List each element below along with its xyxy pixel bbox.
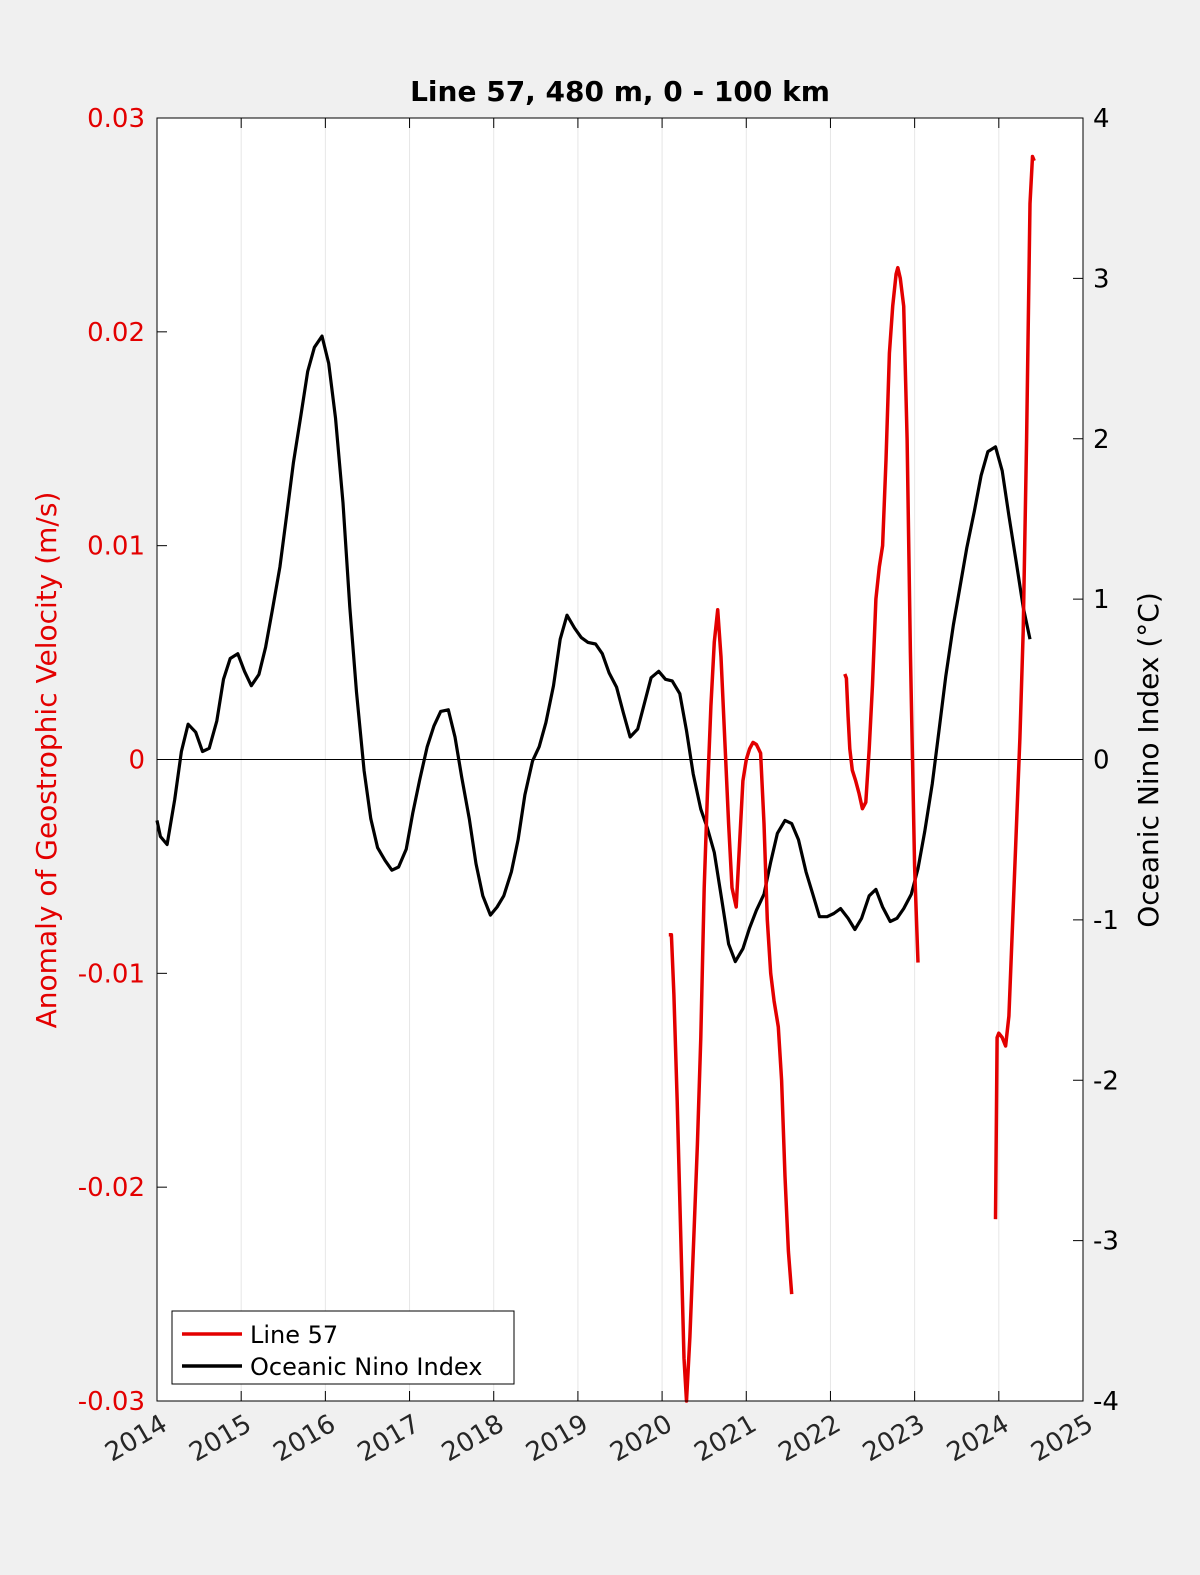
legend-oni-label: Oceanic Nino Index: [250, 1353, 482, 1381]
legend-line57-label: Line 57: [250, 1321, 338, 1349]
x-tick-label: 2025: [1026, 1409, 1098, 1468]
y-right-tick-label: -1: [1093, 906, 1119, 936]
legend-box: [171, 1310, 515, 1385]
x-tick-label: 2017: [353, 1409, 425, 1468]
x-tick-label: 2015: [184, 1409, 256, 1468]
legend: Line 57 Oceanic Nino Index: [171, 1310, 515, 1385]
x-tick-label: 2018: [437, 1409, 509, 1468]
series-layer: [155, 154, 1036, 1403]
x-tick-label: 2020: [605, 1409, 677, 1468]
y-right-tick-label: -4: [1093, 1387, 1119, 1417]
y-right-tick-label: 2: [1093, 425, 1110, 455]
y-left-tick-label: -0.03: [78, 1387, 145, 1417]
series-line-oceanic-nino-index: [155, 334, 1032, 964]
x-tick-label: 2019: [521, 1409, 593, 1468]
y-left-tick-label: -0.02: [78, 1173, 145, 1203]
x-tick-label: 2024: [942, 1409, 1014, 1468]
series-line-line57-segment-2: [843, 265, 920, 963]
y-right-tick-label: 1: [1093, 585, 1110, 615]
x-tick-label: 2016: [269, 1409, 341, 1468]
y-right-tick-label: 4: [1093, 104, 1110, 134]
x-tick-label: 2022: [774, 1409, 846, 1468]
x-tick-label: 2014: [100, 1409, 172, 1468]
left-y-axis-label: Anomaly of Geostrophic Velocity (m/s): [30, 492, 63, 1029]
chart-title: Line 57, 480 m, 0 - 100 km: [410, 75, 830, 108]
x-tick-label: 2021: [689, 1409, 761, 1468]
left-y-axis: -0.03 -0.02 -0.01 0 0.01 0.02 0.03: [78, 104, 167, 1417]
y-right-tick-label: 0: [1093, 746, 1110, 776]
y-left-tick-label: -0.01: [78, 959, 145, 989]
x-tick-label: 2023: [858, 1409, 930, 1468]
series-line-line57-segment-3: [993, 154, 1036, 1220]
right-y-axis: -4 -3 -2 -1 0 1 2 3 4: [1073, 104, 1119, 1417]
y-left-tick-label: 0: [128, 746, 145, 776]
y-right-tick-label: -3: [1093, 1227, 1119, 1257]
y-left-tick-label: 0.02: [87, 318, 145, 348]
y-left-tick-label: 0.03: [87, 104, 145, 134]
y-left-tick-label: 0.01: [87, 532, 145, 562]
y-right-tick-label: -2: [1093, 1066, 1119, 1096]
right-y-axis-label: Oceanic Nino Index (°C): [1132, 592, 1165, 928]
y-right-tick-label: 3: [1093, 264, 1110, 294]
